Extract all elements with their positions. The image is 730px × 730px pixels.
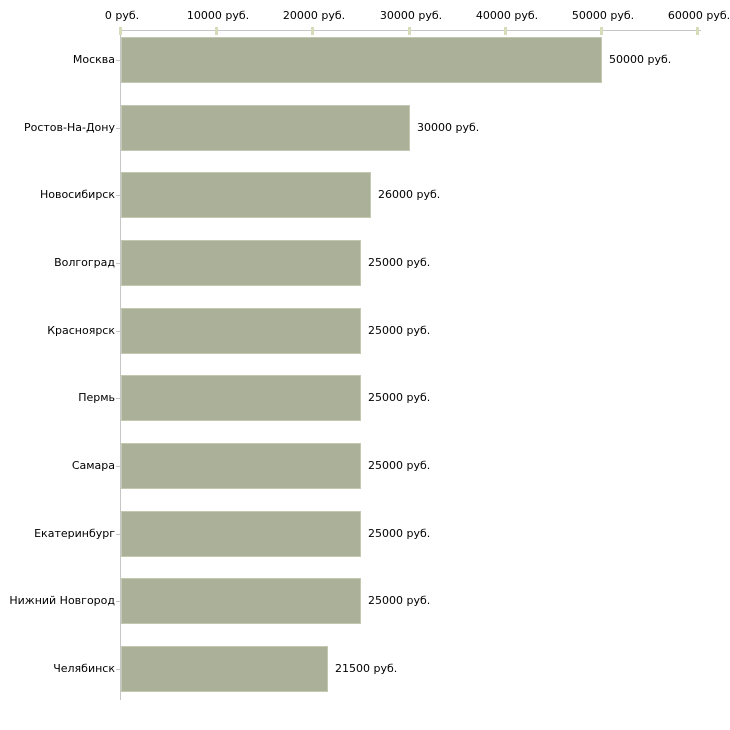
value-label: 50000 руб. [609,53,672,66]
bar [121,240,361,286]
bar [121,308,361,354]
category-label: Новосибирск [39,188,115,201]
value-label: 25000 руб. [368,527,431,540]
x-axis-tick [215,27,218,35]
category-label: Красноярск [47,324,115,337]
category-label: Ростов-На-Дону [23,121,115,134]
x-axis-tick-label: 0 руб. [104,9,140,22]
category-label: Самара [71,459,115,472]
bar [121,105,410,151]
x-axis-tick-label: 40000 руб. [475,9,539,22]
category-tick [116,601,121,602]
category-tick [116,60,121,61]
category-label: Нижний Новгород [9,594,115,607]
x-axis-tick-label: 50000 руб. [571,9,635,22]
x-axis-tick [408,27,411,35]
bar [121,375,361,421]
x-axis-tick-label: 10000 руб. [186,9,250,22]
category-label: Москва [72,53,115,66]
category-label: Волгоград [54,256,115,269]
category-label: Пермь [78,391,115,404]
bar [121,646,328,692]
category-tick [116,398,121,399]
category-tick [116,263,121,264]
value-label: 25000 руб. [368,256,431,269]
value-label: 26000 руб. [378,188,441,201]
value-label: 25000 руб. [368,391,431,404]
category-tick [116,669,121,670]
category-tick [116,331,121,332]
bar [121,37,602,83]
x-axis-tick [504,27,507,35]
value-label: 21500 руб. [335,662,398,675]
bar [121,511,361,557]
y-axis-line [120,30,121,700]
category-tick [116,466,121,467]
bar [121,578,361,624]
value-label: 30000 руб. [417,121,480,134]
x-axis-tick [696,27,699,35]
x-axis-tick-label: 30000 руб. [379,9,443,22]
x-axis-tick [600,27,603,35]
category-tick [116,128,121,129]
value-label: 25000 руб. [368,459,431,472]
x-axis-tick [311,27,314,35]
category-label: Челябинск [53,662,115,675]
value-label: 25000 руб. [368,324,431,337]
x-axis-tick-label: 20000 руб. [282,9,346,22]
category-tick [116,195,121,196]
bar [121,172,371,218]
x-axis-tick-label: 60000 руб. [667,9,730,22]
category-tick [116,534,121,535]
category-label: Екатеринбург [34,527,115,540]
x-axis-tick [119,27,122,35]
bar [121,443,361,489]
value-label: 25000 руб. [368,594,431,607]
